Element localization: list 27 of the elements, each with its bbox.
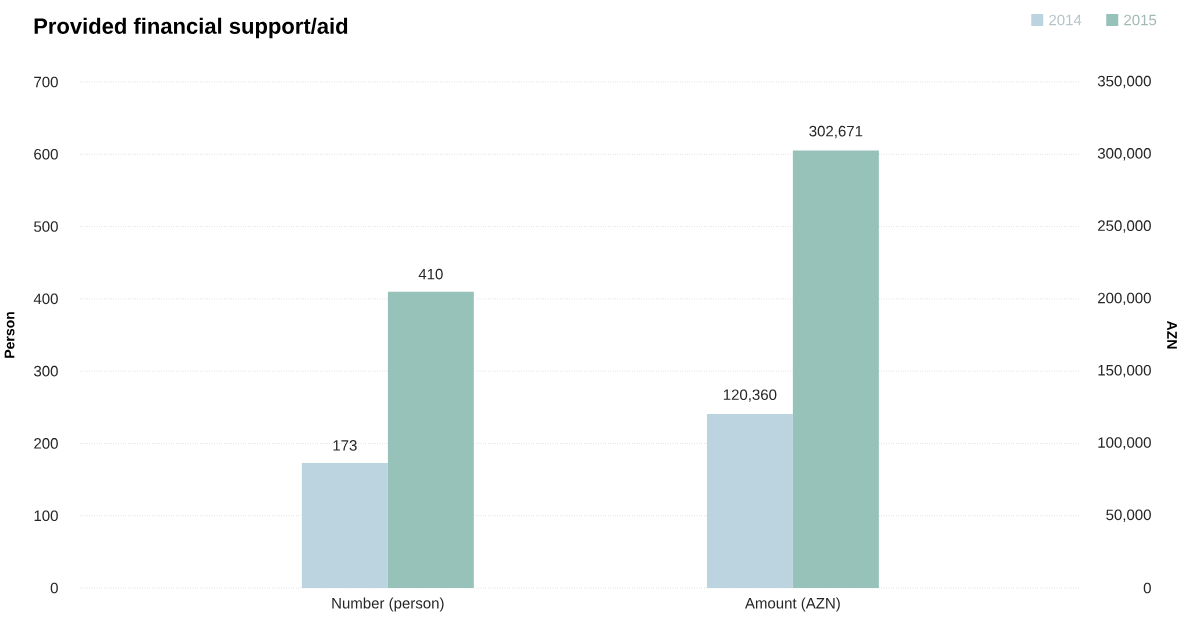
data-label: 173 <box>333 440 357 451</box>
y-tick-label: 100 <box>34 510 58 522</box>
y2-tick-label: 150,000 <box>1098 364 1151 378</box>
y-tick-label: 200 <box>34 438 58 449</box>
data-label: 120,360 <box>723 389 777 402</box>
y-tick-label: 600 <box>34 148 58 160</box>
legend-label: 2015 <box>1124 14 1157 26</box>
y2-tick-label: 100,000 <box>1098 437 1151 450</box>
legend-label: 2014 <box>1049 14 1082 26</box>
data-label: 302,671 <box>809 125 863 139</box>
y-tick-label: 0 <box>50 582 58 594</box>
y2-axis-title: AZN <box>1167 320 1177 349</box>
y-tick-label: 700 <box>34 76 58 88</box>
y-tick-label: 300 <box>34 365 58 377</box>
y2-tick-label: 200,000 <box>1098 292 1151 306</box>
y2-tick-label: 0 <box>1143 582 1151 594</box>
y-tick-label: 500 <box>34 221 58 232</box>
y-axis-title: Person <box>4 312 15 358</box>
x-tick-label: Number (person) <box>332 597 444 612</box>
y-tick-label: 400 <box>33 293 58 305</box>
chart-title: Provided financial support/aid <box>34 17 348 39</box>
y2-tick-label: 250,000 <box>1098 220 1151 233</box>
y2-tick-label: 350,000 <box>1097 75 1151 89</box>
y2-tick-label: 300,000 <box>1097 148 1151 161</box>
data-label: 410 <box>418 268 443 280</box>
x-tick-label: Amount (AZN) <box>744 597 840 612</box>
y2-tick-label: 50,000 <box>1106 509 1151 522</box>
